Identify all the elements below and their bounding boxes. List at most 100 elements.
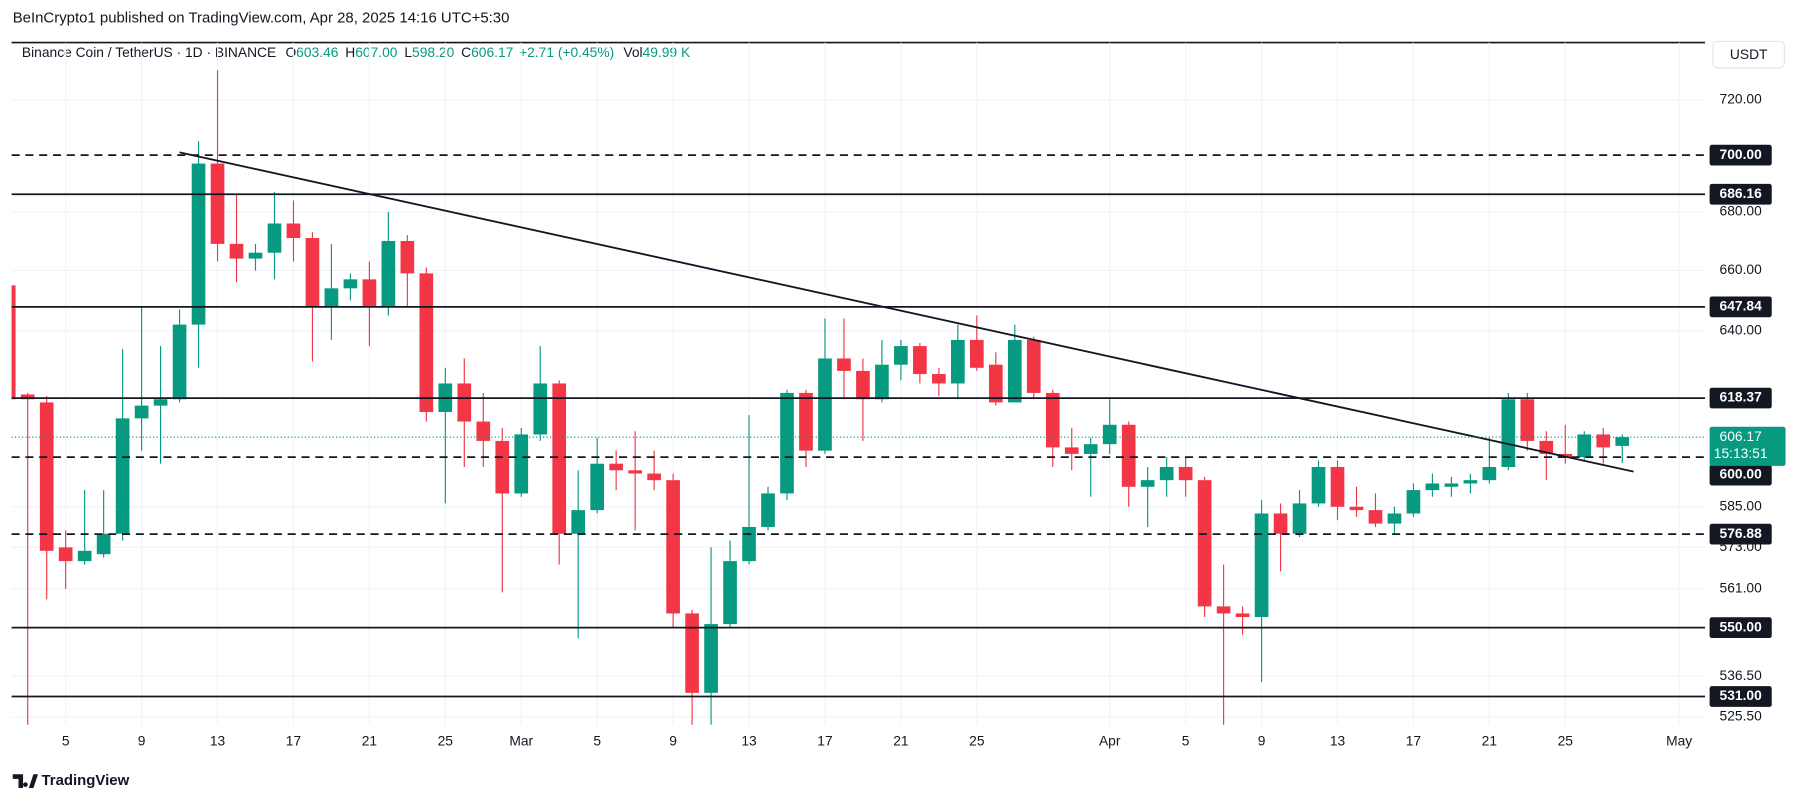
candle [988, 352, 1003, 406]
candle [1425, 473, 1440, 497]
candle-body [685, 613, 699, 693]
candle [837, 318, 851, 400]
legend-volume-key: Vol [623, 45, 642, 60]
candle-body [457, 383, 472, 422]
candle [1083, 437, 1098, 497]
candle-body [96, 533, 111, 555]
candle-body [324, 288, 339, 307]
candle-body [1273, 513, 1288, 534]
candle-body [1520, 399, 1535, 441]
candle-body [1235, 613, 1250, 617]
candle-body [115, 418, 130, 534]
candle-body [1292, 503, 1307, 534]
candle [11, 285, 16, 400]
candle [932, 367, 946, 397]
candle-body [1425, 483, 1440, 491]
y-tick-label: 585.00 [1720, 498, 1763, 513]
candle-body [419, 273, 434, 412]
candle [1178, 457, 1193, 497]
candle-body [229, 243, 244, 259]
candle-body [951, 339, 965, 384]
candle-body [58, 547, 73, 562]
candle [951, 324, 965, 400]
candle [1026, 336, 1041, 400]
level-label-box [1709, 686, 1772, 707]
legend-key: O [285, 45, 296, 60]
candle [77, 490, 92, 565]
legend-value: 598.20 [412, 45, 455, 60]
candle [96, 490, 111, 558]
candle-body [761, 493, 775, 527]
x-tick-label: 5 [62, 734, 70, 749]
candle-body [1615, 437, 1630, 446]
candle-body [932, 374, 946, 384]
candle-body [1121, 424, 1136, 487]
candle [1216, 564, 1231, 725]
unit: USDT [1730, 47, 1768, 62]
candle [229, 194, 244, 283]
candle [153, 346, 168, 464]
candle-body [1254, 513, 1269, 617]
x-tick-label: 25 [1558, 734, 1574, 749]
level-label-box [1709, 387, 1772, 409]
candle [514, 427, 529, 497]
candle-body [153, 399, 168, 406]
candle [1349, 486, 1364, 517]
x-tick-label: 21 [893, 734, 908, 749]
x-tick-label: Mar [509, 734, 533, 749]
y-tick-label: 640.00 [1720, 322, 1763, 337]
candle-body [191, 163, 206, 325]
x-tick-label: 21 [1482, 734, 1497, 749]
level-label: 686.16 [1720, 186, 1763, 201]
candle-body [1045, 392, 1060, 448]
legend-volume: 49.99 K [643, 45, 691, 60]
candle-body [704, 624, 718, 693]
y-tick-label: 660.00 [1720, 262, 1763, 277]
unit-box[interactable] [1712, 40, 1785, 69]
candle [1273, 503, 1288, 572]
logo-icon [12, 774, 39, 789]
candle [1406, 483, 1421, 517]
candle [58, 530, 73, 589]
candle-body [39, 402, 54, 551]
candle [134, 306, 149, 451]
candle [1615, 434, 1630, 464]
legend-key: L [404, 45, 412, 60]
candle-body [818, 358, 832, 451]
candle-body [988, 364, 1003, 403]
candle [590, 437, 605, 514]
candle [969, 315, 984, 371]
candle-body [381, 240, 396, 307]
candle [1444, 476, 1459, 497]
x-tick-label: 17 [817, 734, 832, 749]
candle-body [969, 339, 984, 368]
candle-body [1102, 424, 1117, 445]
candle [1159, 457, 1174, 497]
legend-value: 606.17 [471, 45, 513, 60]
y-tick-label: 536.50 [1720, 668, 1763, 683]
candle [476, 392, 491, 467]
brand-logo: TradingView [12, 772, 130, 789]
candle-body [1159, 466, 1174, 481]
candle-body [1387, 513, 1402, 524]
candle-body [533, 383, 548, 435]
candle-body [571, 510, 586, 534]
candle-body [894, 346, 908, 365]
candle-body [913, 346, 927, 375]
level-label-box [1709, 144, 1772, 166]
candle [913, 343, 927, 384]
candle [818, 318, 832, 454]
symbol-legend: Binance Coin / TetherUS · 1D · BINANCE O6… [22, 45, 691, 60]
y-tick-label: 525.50 [1720, 709, 1763, 724]
candle-body [11, 285, 16, 400]
candle-body [1311, 466, 1326, 504]
level-label-box [1709, 617, 1772, 638]
candle [609, 450, 623, 491]
x-tick-label: 21 [362, 734, 377, 749]
x-tick-label: 9 [669, 734, 677, 749]
candle [400, 235, 415, 307]
candle [1292, 490, 1307, 538]
candle [115, 349, 130, 541]
